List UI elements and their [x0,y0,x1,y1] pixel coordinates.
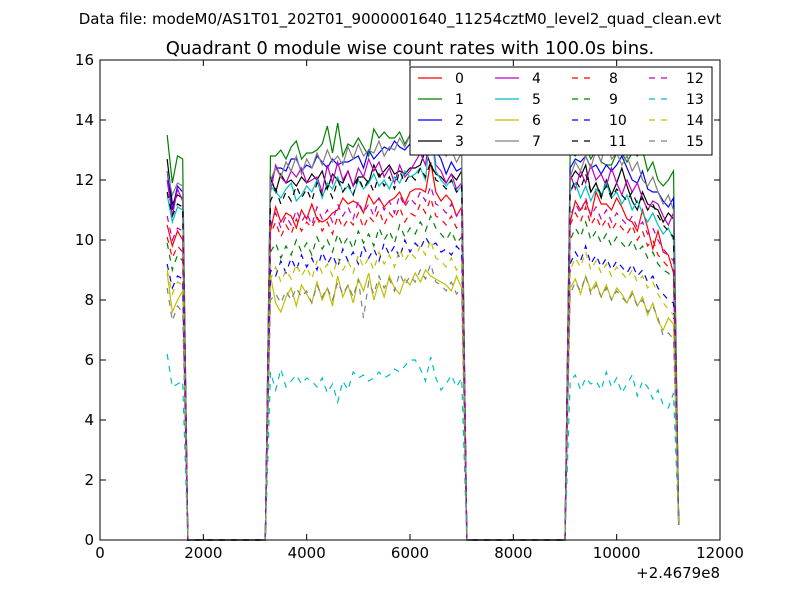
y-tick-label: 6 [84,351,94,369]
x-tick-label: 8000 [494,544,532,562]
series-line-10 [166,235,680,541]
series-line-1 [166,118,680,541]
x-tick-label: 4000 [288,544,326,562]
y-tick-label: 14 [75,111,94,129]
series-line-8 [166,196,680,541]
legend-label-1: 1 [455,92,464,108]
series-line-4 [166,125,680,541]
x-axis: 0 2000 4000 6000 8000 10000 12000 [95,60,744,562]
legend-label-11: 11 [609,134,627,150]
legend-label-5: 5 [532,92,541,108]
legend-label-7: 7 [532,134,541,150]
series-line-9 [166,214,680,541]
y-tick-label: 0 [84,531,94,549]
plot-lines [166,111,680,541]
series-line-11 [166,160,680,541]
legend-label-14: 14 [686,113,704,129]
y-tick-label: 12 [75,171,94,189]
series-line-15 [166,262,680,541]
series-line-13 [166,353,680,541]
legend-label-13: 13 [686,92,704,108]
legend-label-10: 10 [609,113,627,129]
legend-label-4: 4 [532,71,541,87]
y-tick-label: 8 [84,291,94,309]
series-line-14 [166,238,680,541]
legend-label-6: 6 [532,113,541,129]
legend-label-8: 8 [609,71,618,87]
legend-label-0: 0 [455,71,464,87]
x-tick-label: 2000 [184,544,222,562]
y-tick-label: 10 [75,231,94,249]
series-line-3 [166,148,680,541]
legend-label-12: 12 [686,71,704,87]
x-tick-label: 0 [95,544,105,562]
x-tick-label: 6000 [391,544,429,562]
x-tick-label: 10000 [593,544,641,562]
legend-label-3: 3 [455,134,464,150]
legend-frame [409,66,713,156]
chart-title: Quadrant 0 module wise count rates with … [166,38,655,59]
x-tick-label: 12000 [696,544,744,562]
series-line-6 [166,268,680,541]
x-axis-offset-label: +2.4679e8 [636,564,720,582]
y-tick-label: 4 [84,411,94,429]
y-tick-label: 16 [75,51,94,69]
series-line-12 [166,184,680,541]
y-tick-label: 2 [84,471,94,489]
legend-label-15: 15 [686,134,704,150]
legend-label-2: 2 [455,113,464,129]
series-line-7 [166,111,680,541]
chart-suptitle: Data file: modeM0/AS1T01_202T01_90000016… [79,10,722,29]
series-line-0 [166,161,680,541]
legend-label-9: 9 [609,92,618,108]
